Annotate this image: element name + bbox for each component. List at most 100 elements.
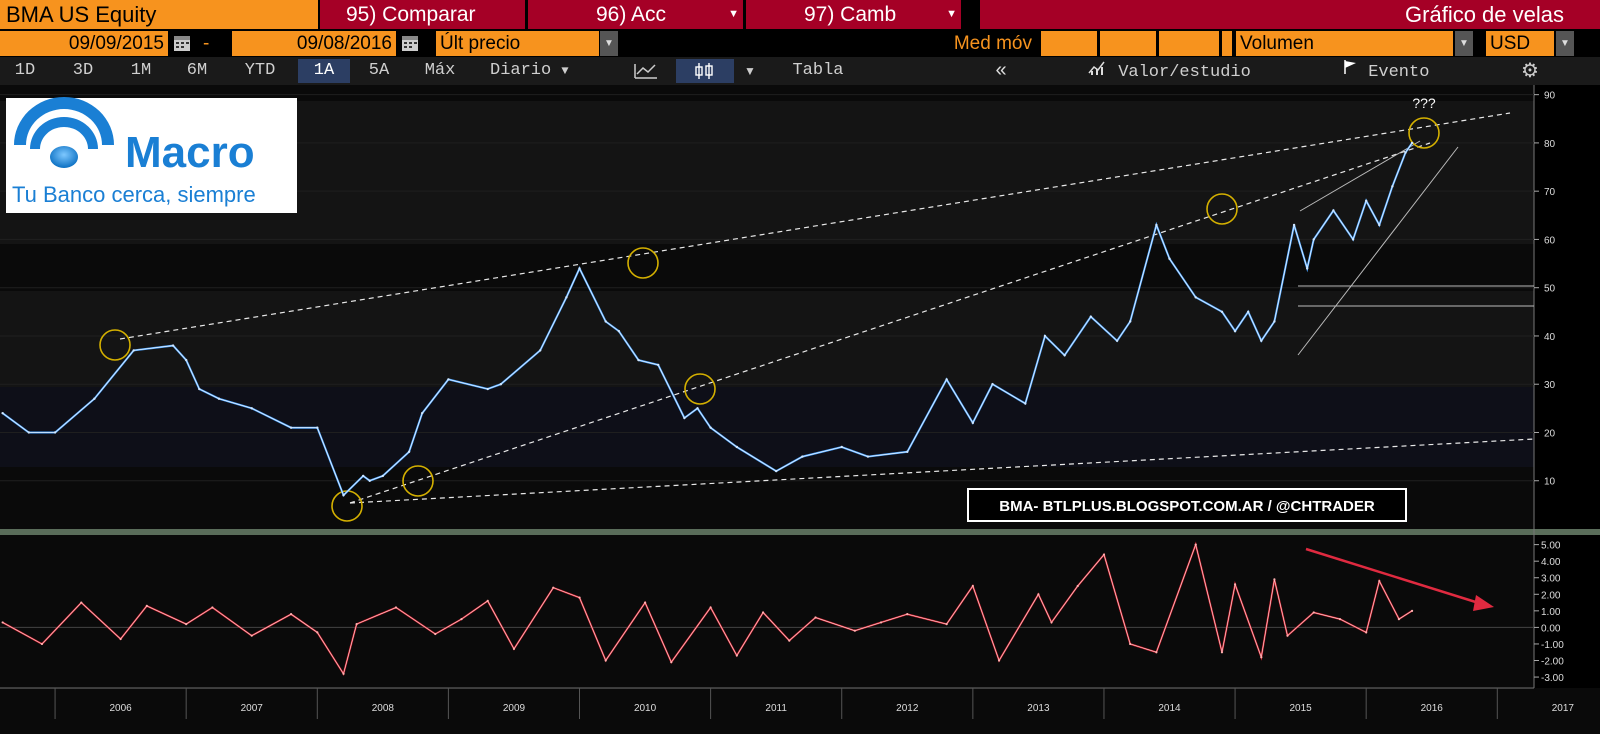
x-tick-label: 2016 [1421,703,1444,714]
compare-button[interactable]: 95) Comparar [320,0,525,29]
oscillator-panel-bg [0,535,1534,687]
osc-point [670,661,673,664]
calendar-icon[interactable] [400,33,422,54]
price-point [1260,339,1263,342]
timeframe-1d[interactable]: 1D [14,61,36,80]
end-date-field[interactable]: 09/08/2016 [232,31,396,56]
osc-point [80,601,83,604]
price-point [1168,257,1171,260]
timeframe-1m[interactable]: 1M [130,61,152,80]
value-study-button[interactable]: Valor/estudio [1078,59,1288,83]
price-point [1233,329,1237,333]
price-point [1305,267,1309,270]
x-tick-label: 2006 [109,703,132,714]
ticker-field[interactable]: BMA US Equity [0,0,318,29]
start-date-field[interactable]: 09/09/2015 [0,31,168,56]
price-series-highlight [2,142,1413,496]
price-point [1351,238,1355,241]
osc-point [119,637,122,641]
osc-point [906,613,909,616]
price-field-select[interactable]: Últ precio [436,31,599,56]
gear-icon[interactable]: ⚙ [1521,60,1539,82]
price-point [906,450,909,453]
circle-2007-peak [99,329,131,361]
candle-chart-icon[interactable] [676,59,734,83]
double-chevron-left-icon[interactable]: « [995,59,1007,81]
ma-field-1[interactable] [1041,31,1097,56]
osc-point [552,586,555,589]
price-point [1043,334,1047,338]
price-point [709,426,712,429]
line-chart-icon[interactable] [625,59,667,83]
osc-point [709,606,712,609]
camb-button[interactable]: 97) Camb ▼ [746,0,961,29]
price-point [1024,402,1027,405]
timeframe-3d[interactable]: 3D [72,61,94,80]
osc-point [1129,642,1132,646]
price-point [1089,315,1093,318]
price-point [1332,209,1335,212]
timeframe-1a[interactable]: 1A [298,59,350,83]
price-point [1128,320,1132,323]
osc-point [761,611,765,614]
period-label: Diario [490,61,552,80]
price-point [1246,310,1250,314]
osc-point [355,622,358,626]
price-point [578,267,581,270]
osc-point [604,659,607,662]
circle-2008-retest [402,465,434,497]
ma-field-2[interactable] [1100,31,1156,56]
ma-field-4[interactable] [1222,31,1232,56]
period-select[interactable]: Diario ▼ [480,59,590,83]
osc-tick-label: 1.00 [1541,607,1561,618]
osc-point [814,616,817,619]
y-tick-label: 70 [1544,187,1556,198]
acc-button[interactable]: 96) Acc ▼ [528,0,743,29]
currency-select[interactable]: USD [1486,31,1554,56]
circle-2010-peak [627,247,659,279]
osc-tick-label: -2.00 [1541,657,1564,668]
panel-divider [0,529,1600,535]
price-point [945,378,948,381]
price-point [840,445,843,449]
moving-average-label: Med móv [953,33,1032,54]
watermark-text: BMA- BTLPLUS.BLOGSPOT.COM.AR / @CHTRADER [999,498,1375,515]
osc-point [211,606,214,609]
x-tick-label: 2012 [896,703,919,714]
timeframe-max[interactable]: Máx [424,61,456,80]
osc-point [1286,634,1289,637]
osc-tick-label: -1.00 [1541,640,1564,651]
osc-point [997,659,1001,662]
osc-point [394,606,398,609]
price-point [604,320,607,323]
y-tick-label: 50 [1544,284,1556,295]
timeframe-6m[interactable]: 6M [186,61,208,80]
price-point [93,397,96,400]
price-point [499,383,503,386]
event-button[interactable]: Evento [1330,59,1470,83]
value-study-label: Valor/estudio [1118,62,1251,82]
ma-field-3[interactable] [1159,31,1219,56]
price-point [1364,199,1368,203]
divergence-arrow [1305,547,1494,611]
logo-arch-icon [14,97,114,168]
osc-point [1233,583,1237,586]
osc-point [434,632,437,636]
chevron-down-icon[interactable]: ▼ [1455,31,1473,56]
osc-point [1155,651,1158,654]
price-point [656,363,660,367]
osc-point [1338,618,1342,621]
chevron-down-icon[interactable]: ▼ [744,64,756,78]
timeframe-5a[interactable]: 5A [368,61,390,80]
osc-point [578,596,581,599]
osc-point [1260,656,1263,659]
price-point [1,411,4,415]
timeframe-ytd[interactable]: YTD [244,61,276,80]
volume-select[interactable]: Volumen [1236,31,1453,56]
chevron-down-icon[interactable]: ▼ [600,31,618,56]
table-button[interactable]: Tabla [792,61,844,80]
osc-tick-label: 4.00 [1541,557,1561,568]
chevron-down-icon[interactable]: ▼ [1556,31,1574,56]
calendar-icon[interactable] [172,33,194,54]
trendline-middle [349,142,1431,504]
